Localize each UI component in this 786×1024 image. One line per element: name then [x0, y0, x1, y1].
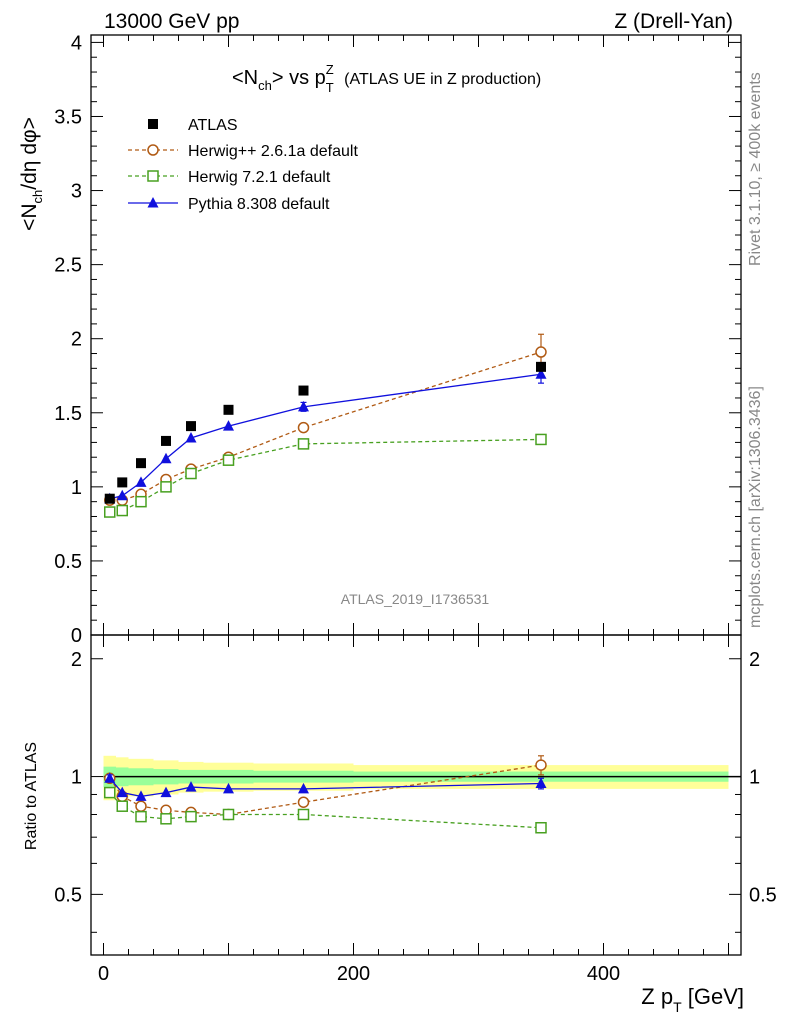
- herwig-7-2-1-default-point: [135, 495, 147, 508]
- legend-entry-herwig-7-2-1-default: Herwig 7.2.1 default: [128, 169, 331, 186]
- analysis-id-label: ATLAS_2019_I1736531: [341, 591, 490, 607]
- herwig-2-6-1a-default-line: [109, 351, 542, 501]
- upper-panel: 0 0.5 1 1.5 2 2.5 3 3.5 4 ATLAS_2019_I1736531 ATLA…: [54, 32, 742, 647]
- x-axis-label: Z pT [GeV]: [641, 984, 744, 1015]
- process-label: Z (Drell-Yan): [614, 10, 733, 33]
- legend-marker: [147, 144, 159, 156]
- ratio-y-tick-label-right: 0.5: [749, 884, 777, 906]
- y-tick-label: 1.5: [54, 403, 82, 425]
- y-tick-label: 3: [71, 181, 82, 203]
- y-tick-label: 1: [71, 477, 82, 499]
- ratio-y-tick-label-right: 1: [749, 767, 760, 789]
- pythia-8-308-default-point: [298, 400, 309, 412]
- pythia-8-308-default-point: [135, 476, 147, 487]
- pythia-8-308-default-ratio-point: [185, 781, 197, 792]
- upper-y-axis-label: <Nch/dη dφ>: [18, 117, 45, 231]
- atlas-point: [104, 493, 115, 504]
- y-tick-label: 0.5: [54, 551, 82, 573]
- herwig-7-2-1-default-ratio-point: [535, 821, 547, 834]
- herwig-7-2-1-default-ratio-point: [104, 786, 116, 799]
- pythia-8-308-default-point: [116, 489, 128, 501]
- pythia-8-308-default-point: [185, 431, 197, 443]
- legend-marker: [147, 197, 159, 208]
- herwig-7-2-1-default-point: [535, 433, 547, 446]
- pythia-8-308-default-ratio-point: [298, 782, 309, 794]
- legend-entry-atlas: ATLAS: [148, 117, 238, 134]
- legend-marker: [147, 170, 159, 182]
- pythia-8-308-default-point: [223, 420, 234, 431]
- herwig-7-2-1-default-ratio-point: [116, 800, 128, 812]
- pythia-8-308-default-point: [160, 452, 172, 464]
- y-tick-label: 0: [71, 625, 82, 647]
- herwig-7-2-1-default-point: [222, 454, 235, 466]
- pythia-8-308-default-ratio-point: [160, 786, 172, 798]
- legend-label: Pythia 8.308 default: [188, 196, 330, 213]
- pythia-8-308-default-ratio-point: [116, 786, 128, 798]
- ratio-y-tick-label: 0.5: [54, 884, 82, 906]
- atlas-point: [536, 361, 546, 372]
- y-tick-label: 2.5: [54, 255, 82, 277]
- legend-entry-herwig-2-6-1a-default: Herwig++ 2.6.1a default: [128, 143, 358, 160]
- x-tick-label: 0: [98, 963, 109, 985]
- herwig-2-6-1a-default-point: [297, 421, 310, 434]
- x-tick-label: 400: [587, 963, 620, 985]
- pythia-8-308-default-point: [535, 368, 547, 379]
- atlas-point: [117, 477, 128, 488]
- atlas-point: [161, 435, 171, 446]
- collision-energy-label: 13000 GeV pp: [104, 10, 239, 33]
- herwig-2-6-1a-default-point: [535, 346, 547, 358]
- y-tick-label: 2: [71, 329, 82, 351]
- herwig-7-2-1-default-point: [297, 438, 310, 450]
- ratio-y-tick-label: 1: [71, 767, 82, 789]
- herwig-7-2-1-default-point: [185, 467, 197, 480]
- y-tick-label: 4: [71, 32, 82, 54]
- atlas-point: [186, 421, 196, 432]
- y-tick-label: 3.5: [54, 106, 82, 128]
- pythia-8-308-default-ratio-point: [223, 782, 234, 794]
- herwig-7-2-1-default-point: [104, 506, 116, 518]
- ratio-panel: 0 200 400 0.5 0.5 1 1 2 2: [54, 634, 777, 985]
- x-tick-label: 200: [337, 963, 370, 985]
- herwig-2-6-1a-default-ratio-point: [297, 796, 310, 808]
- chart-title: <Nch> vs pZ T (ATLAS UE in Z production): [232, 62, 541, 95]
- atlas-point: [298, 385, 309, 396]
- pythia-8-308-default-ratio-point: [104, 772, 116, 783]
- herwig-7-2-1-default-ratio-point: [160, 813, 172, 825]
- legend-label: Herwig 7.2.1 default: [188, 169, 331, 186]
- herwig-2-6-1a-default-ratio-point: [535, 759, 547, 771]
- herwig-7-2-1-default-point: [160, 481, 172, 493]
- rivet-version-label: Rivet 3.1.10, ≥ 400k events: [747, 72, 764, 266]
- pythia-8-308-default-line: [109, 373, 542, 500]
- herwig-7-2-1-default-ratio-point: [135, 810, 147, 823]
- ratio-y-axis-label: Ratio to ATLAS: [23, 742, 40, 850]
- ratio-y-tick-label-right: 2: [749, 649, 760, 671]
- legend-label: ATLAS: [188, 117, 238, 134]
- atlas-point: [136, 458, 146, 469]
- legend-marker: [148, 119, 158, 129]
- herwig-7-2-1-default-ratio-line: [109, 792, 542, 829]
- lower-frame: [90, 634, 742, 956]
- mcplots-reference-label: mcplots.cern.ch [arXiv:1306.3436]: [747, 386, 764, 628]
- herwig-7-2-1-default-point: [116, 504, 128, 517]
- legend-entry-pythia-8-308-default: Pythia 8.308 default: [128, 196, 330, 213]
- herwig-7-2-1-default-ratio-point: [185, 810, 197, 823]
- pythia-8-308-default-ratio-point: [535, 777, 547, 789]
- pythia-8-308-default-ratio-point: [135, 790, 147, 801]
- herwig-7-2-1-default-ratio-point: [222, 808, 235, 821]
- herwig-7-2-1-default-ratio-point: [297, 808, 310, 821]
- herwig-2-6-1a-default-ratio-point: [135, 800, 147, 812]
- ratio-y-tick-label: 2: [71, 649, 82, 671]
- legend-label: Herwig++ 2.6.1a default: [188, 143, 358, 160]
- atlas-point: [223, 404, 234, 415]
